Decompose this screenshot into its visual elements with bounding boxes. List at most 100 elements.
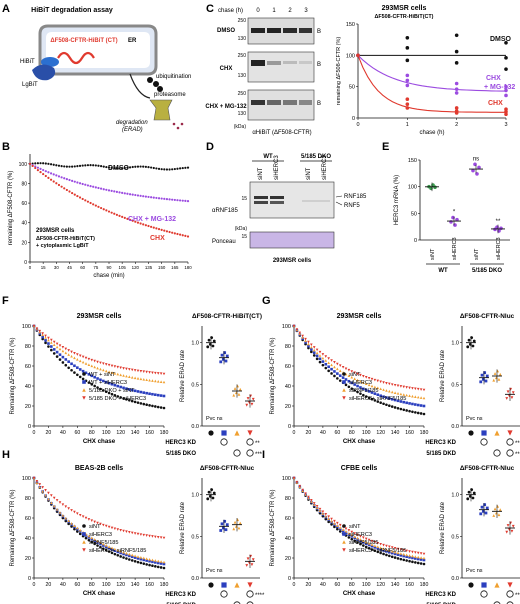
f-point-wt-siherc3	[38, 332, 42, 335]
b-point-chx-mg-132	[86, 184, 90, 187]
f-rate-point	[224, 359, 228, 363]
h-point-sirnf5-185	[87, 534, 91, 538]
i-point-sint	[373, 549, 377, 553]
h-y-tick-label: 20	[25, 556, 31, 562]
g-point-siherc3	[382, 395, 385, 398]
c-legend-dmso: DMSO	[490, 36, 512, 43]
f-point-5-185-dko-siherc3	[41, 332, 44, 335]
g-point-sirnf5-185	[315, 351, 319, 355]
g-point-sint	[318, 360, 322, 364]
f-point-5-185-dko-siherc3	[50, 338, 53, 342]
h-point-siherc3	[128, 554, 131, 558]
i-design-circle	[506, 601, 514, 604]
h-x-label: CHX chase	[83, 590, 116, 597]
b-point-chx-mg-132	[55, 174, 58, 177]
f-point-wt-siherc3	[130, 388, 134, 392]
b-point-chx	[60, 185, 63, 188]
i-point-siherc3	[347, 533, 351, 536]
g-rate-point	[467, 338, 471, 342]
i-point-siherc3-sirnf5-185	[385, 544, 388, 548]
h-design-circle	[246, 601, 254, 604]
g-point-siherc3	[321, 360, 325, 363]
g-point-siherc3	[408, 402, 411, 405]
b-point-chx-mg-132	[144, 195, 147, 198]
h-point-siherc3	[156, 561, 160, 565]
g-point-siherc3-sirnf5-185	[333, 361, 336, 364]
h-point-siherc3-sirnf5-185	[61, 503, 65, 506]
h-x-tick-label: 20	[46, 582, 52, 588]
b-legend-chx-mg: CHX + MG-132	[128, 216, 176, 223]
h-rate-point	[212, 491, 216, 495]
b-point-chx	[52, 180, 55, 183]
h-point-siherc3-sirnf5-185	[38, 483, 42, 486]
f-point-5-185-dko-sint	[81, 360, 85, 364]
g-point-siherc3	[376, 393, 380, 397]
i-pvc: Pvc ns	[466, 568, 483, 574]
f-rate-point	[232, 393, 236, 397]
b-point-chx-mg-132	[89, 184, 92, 188]
g-point-sirnf5-185	[414, 395, 417, 398]
c-row-dmso: DMSO	[217, 28, 235, 34]
b-point-chx-mg-132	[63, 177, 66, 180]
f-point-5-185-dko-siherc3	[99, 361, 102, 365]
i-point-sirnf5-185	[321, 512, 325, 515]
f-cells: 293MSR cells	[77, 313, 122, 320]
f-point-5-185-dko-sint	[148, 378, 151, 382]
c-point-dmso	[504, 56, 508, 60]
h-point-siherc3-sirnf5-185	[64, 505, 68, 508]
d-ponceau-strip	[249, 231, 335, 249]
b-point-chx	[173, 232, 176, 235]
g-point-sint	[411, 410, 414, 414]
i-rate-point	[484, 511, 488, 515]
i-point-sirnf5-185	[416, 555, 420, 559]
f-point-wt-siherc3	[67, 360, 70, 363]
i-point-siherc3	[408, 556, 411, 559]
g-rate-point	[492, 378, 496, 382]
g-point-siherc3	[367, 390, 371, 393]
f-point-wt-sint	[122, 397, 125, 400]
e-group-wt: WT	[438, 268, 448, 274]
i-point-siherc3-sirnf5-185	[362, 536, 365, 539]
d-group-dko: 5/185 DKO	[301, 154, 331, 160]
f-point-wt-siherc3	[162, 394, 166, 398]
b-point-chx-mg-132	[52, 173, 55, 176]
i-design-circle	[506, 590, 514, 598]
b-x-tick-label: 60	[80, 265, 85, 270]
h-point-siherc3-sirnf5-185	[50, 494, 53, 497]
f-point-wt-sint	[73, 371, 76, 374]
h-rate-point	[224, 528, 228, 532]
g-y-tick-label: 40	[285, 384, 291, 390]
h-point-siherc3	[162, 562, 166, 566]
f-point-5-185-dko-siherc3	[93, 359, 96, 363]
g-point-sint	[359, 392, 362, 395]
i-point-siherc3-sirnf5-185	[419, 552, 423, 555]
c-point-chx	[504, 112, 508, 117]
g-rate-point	[505, 397, 509, 400]
f-point-wt-sint	[145, 403, 148, 407]
h-rate-point	[250, 563, 254, 567]
g-rate-y-tick-label: 0.5	[451, 382, 459, 388]
c-point-dmso	[405, 46, 410, 50]
hibit-tag	[41, 57, 59, 67]
f-point-wt-siherc3	[136, 390, 140, 393]
i-y-tick-label: 20	[285, 556, 291, 562]
h-point-siherc3-sirnf5-185	[73, 510, 76, 514]
f-x-label: CHX chase	[83, 438, 116, 445]
b-y-label: remaining ΔF508-CFTR (%)	[8, 171, 14, 246]
b-point-dmso	[68, 165, 71, 168]
c-tp-3: 3	[304, 8, 308, 14]
i-legend-label: siHERC3+ siRNF5/185	[349, 548, 406, 554]
g-point-siherc3-sirnf5-185	[318, 350, 322, 354]
g-point-sint	[416, 411, 420, 415]
h-point-sirnf5-185	[156, 559, 160, 563]
f-x-tick-label: 40	[60, 430, 66, 436]
f-point-wt-siherc3	[122, 386, 125, 390]
c-y-tick-label: 150	[346, 22, 355, 28]
i-y-tick-label: 80	[285, 496, 291, 502]
c-legend-chx-mg-2: + MG-132	[484, 84, 515, 91]
f-point-wt-siherc3	[110, 382, 114, 386]
h-point-siherc3	[130, 555, 134, 559]
f-point-wt-sint	[162, 406, 166, 410]
h-point-sint	[93, 542, 96, 546]
f-point-wt-sint	[142, 402, 146, 406]
